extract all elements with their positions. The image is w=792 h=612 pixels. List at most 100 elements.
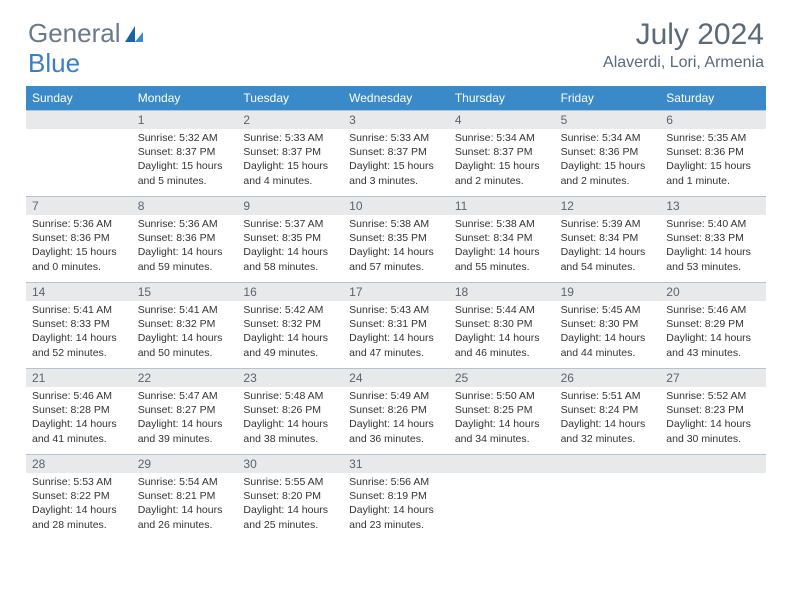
day-detail-line: Sunrise: 5:54 AM bbox=[138, 475, 232, 489]
day-cell: 15Sunrise: 5:41 AMSunset: 8:32 PMDayligh… bbox=[132, 282, 238, 368]
day-detail-line: Sunset: 8:27 PM bbox=[138, 403, 232, 417]
day-details: Sunrise: 5:46 AMSunset: 8:28 PMDaylight:… bbox=[26, 387, 132, 446]
day-detail-line: Daylight: 14 hours bbox=[349, 417, 443, 431]
day-detail-line: and 2 minutes. bbox=[561, 174, 655, 188]
day-detail-line: Sunrise: 5:56 AM bbox=[349, 475, 443, 489]
dayhead-sun: Sunday bbox=[26, 86, 132, 110]
day-details: Sunrise: 5:51 AMSunset: 8:24 PMDaylight:… bbox=[555, 387, 661, 446]
day-number: 14 bbox=[26, 283, 132, 301]
day-detail-line: and 50 minutes. bbox=[138, 346, 232, 360]
week-row: 7Sunrise: 5:36 AMSunset: 8:36 PMDaylight… bbox=[26, 196, 766, 282]
day-number: 3 bbox=[343, 111, 449, 129]
day-detail-line: Sunrise: 5:33 AM bbox=[243, 131, 337, 145]
day-details: Sunrise: 5:42 AMSunset: 8:32 PMDaylight:… bbox=[237, 301, 343, 360]
day-detail-line: and 44 minutes. bbox=[561, 346, 655, 360]
dayhead-sat: Saturday bbox=[660, 86, 766, 110]
day-detail-line: and 58 minutes. bbox=[243, 260, 337, 274]
day-detail-line: and 39 minutes. bbox=[138, 432, 232, 446]
day-number: 13 bbox=[660, 197, 766, 215]
day-details: Sunrise: 5:50 AMSunset: 8:25 PMDaylight:… bbox=[449, 387, 555, 446]
day-details: Sunrise: 5:52 AMSunset: 8:23 PMDaylight:… bbox=[660, 387, 766, 446]
day-cell: 18Sunrise: 5:44 AMSunset: 8:30 PMDayligh… bbox=[449, 282, 555, 368]
day-number: 31 bbox=[343, 455, 449, 473]
day-detail-line: Sunset: 8:37 PM bbox=[138, 145, 232, 159]
day-detail-line: and 46 minutes. bbox=[455, 346, 549, 360]
day-details: Sunrise: 5:53 AMSunset: 8:22 PMDaylight:… bbox=[26, 473, 132, 532]
day-number: 29 bbox=[132, 455, 238, 473]
day-cell: 17Sunrise: 5:43 AMSunset: 8:31 PMDayligh… bbox=[343, 282, 449, 368]
day-detail-line: Sunrise: 5:36 AM bbox=[32, 217, 126, 231]
day-detail-line: Daylight: 15 hours bbox=[349, 159, 443, 173]
day-details: Sunrise: 5:45 AMSunset: 8:30 PMDaylight:… bbox=[555, 301, 661, 360]
day-detail-line: and 0 minutes. bbox=[32, 260, 126, 274]
day-detail-line: Daylight: 14 hours bbox=[666, 245, 760, 259]
day-cell: 13Sunrise: 5:40 AMSunset: 8:33 PMDayligh… bbox=[660, 196, 766, 282]
day-detail-line: and 54 minutes. bbox=[561, 260, 655, 274]
day-number bbox=[449, 455, 555, 473]
week-row: 21Sunrise: 5:46 AMSunset: 8:28 PMDayligh… bbox=[26, 368, 766, 454]
day-cell: 2Sunrise: 5:33 AMSunset: 8:37 PMDaylight… bbox=[237, 110, 343, 196]
day-detail-line: Sunset: 8:26 PM bbox=[349, 403, 443, 417]
day-cell: 3Sunrise: 5:33 AMSunset: 8:37 PMDaylight… bbox=[343, 110, 449, 196]
day-detail-line: Daylight: 14 hours bbox=[455, 245, 549, 259]
day-number: 8 bbox=[132, 197, 238, 215]
day-cell: 30Sunrise: 5:55 AMSunset: 8:20 PMDayligh… bbox=[237, 454, 343, 540]
day-detail-line: Sunset: 8:24 PM bbox=[561, 403, 655, 417]
day-detail-line: Sunset: 8:31 PM bbox=[349, 317, 443, 331]
weeks-container: 1Sunrise: 5:32 AMSunset: 8:37 PMDaylight… bbox=[26, 110, 766, 540]
day-details bbox=[555, 473, 661, 475]
day-details: Sunrise: 5:35 AMSunset: 8:36 PMDaylight:… bbox=[660, 129, 766, 188]
day-cell: 14Sunrise: 5:41 AMSunset: 8:33 PMDayligh… bbox=[26, 282, 132, 368]
day-detail-line: Daylight: 14 hours bbox=[243, 417, 337, 431]
day-detail-line: Daylight: 15 hours bbox=[561, 159, 655, 173]
day-cell: 5Sunrise: 5:34 AMSunset: 8:36 PMDaylight… bbox=[555, 110, 661, 196]
day-detail-line: and 25 minutes. bbox=[243, 518, 337, 532]
day-detail-line: and 23 minutes. bbox=[349, 518, 443, 532]
day-number: 28 bbox=[26, 455, 132, 473]
day-number: 23 bbox=[237, 369, 343, 387]
day-number: 1 bbox=[132, 111, 238, 129]
day-detail-line: Sunrise: 5:52 AM bbox=[666, 389, 760, 403]
day-cell: 26Sunrise: 5:51 AMSunset: 8:24 PMDayligh… bbox=[555, 368, 661, 454]
day-detail-line: and 43 minutes. bbox=[666, 346, 760, 360]
day-detail-line: Sunrise: 5:32 AM bbox=[138, 131, 232, 145]
day-detail-line: Sunrise: 5:37 AM bbox=[243, 217, 337, 231]
day-detail-line: Sunset: 8:23 PM bbox=[666, 403, 760, 417]
day-detail-line: Sunset: 8:30 PM bbox=[455, 317, 549, 331]
day-cell: 28Sunrise: 5:53 AMSunset: 8:22 PMDayligh… bbox=[26, 454, 132, 540]
day-details bbox=[449, 473, 555, 475]
day-cell: 4Sunrise: 5:34 AMSunset: 8:37 PMDaylight… bbox=[449, 110, 555, 196]
day-detail-line: Sunrise: 5:40 AM bbox=[666, 217, 760, 231]
dayhead-mon: Monday bbox=[132, 86, 238, 110]
day-cell: 12Sunrise: 5:39 AMSunset: 8:34 PMDayligh… bbox=[555, 196, 661, 282]
day-detail-line: Daylight: 14 hours bbox=[138, 245, 232, 259]
day-cell: 10Sunrise: 5:38 AMSunset: 8:35 PMDayligh… bbox=[343, 196, 449, 282]
day-cell: 16Sunrise: 5:42 AMSunset: 8:32 PMDayligh… bbox=[237, 282, 343, 368]
day-detail-line: Sunset: 8:25 PM bbox=[455, 403, 549, 417]
day-detail-line: Sunrise: 5:51 AM bbox=[561, 389, 655, 403]
day-details: Sunrise: 5:36 AMSunset: 8:36 PMDaylight:… bbox=[132, 215, 238, 274]
week-row: 14Sunrise: 5:41 AMSunset: 8:33 PMDayligh… bbox=[26, 282, 766, 368]
day-detail-line: Sunset: 8:26 PM bbox=[243, 403, 337, 417]
day-detail-line: Sunrise: 5:38 AM bbox=[349, 217, 443, 231]
day-cell: 27Sunrise: 5:52 AMSunset: 8:23 PMDayligh… bbox=[660, 368, 766, 454]
month-title: July 2024 bbox=[603, 18, 764, 52]
day-number: 10 bbox=[343, 197, 449, 215]
day-detail-line: Sunset: 8:37 PM bbox=[243, 145, 337, 159]
day-detail-line: and 36 minutes. bbox=[349, 432, 443, 446]
day-detail-line: Sunset: 8:28 PM bbox=[32, 403, 126, 417]
day-cell: 20Sunrise: 5:46 AMSunset: 8:29 PMDayligh… bbox=[660, 282, 766, 368]
day-detail-line: Sunrise: 5:55 AM bbox=[243, 475, 337, 489]
dayhead-thu: Thursday bbox=[449, 86, 555, 110]
day-details: Sunrise: 5:32 AMSunset: 8:37 PMDaylight:… bbox=[132, 129, 238, 188]
day-detail-line: Sunrise: 5:50 AM bbox=[455, 389, 549, 403]
day-cell: 1Sunrise: 5:32 AMSunset: 8:37 PMDaylight… bbox=[132, 110, 238, 196]
day-number bbox=[660, 455, 766, 473]
day-detail-line: and 32 minutes. bbox=[561, 432, 655, 446]
day-number: 24 bbox=[343, 369, 449, 387]
day-details: Sunrise: 5:41 AMSunset: 8:33 PMDaylight:… bbox=[26, 301, 132, 360]
day-detail-line: and 53 minutes. bbox=[666, 260, 760, 274]
day-cell: 24Sunrise: 5:49 AMSunset: 8:26 PMDayligh… bbox=[343, 368, 449, 454]
day-detail-line: Sunset: 8:34 PM bbox=[455, 231, 549, 245]
day-detail-line: and 1 minute. bbox=[666, 174, 760, 188]
